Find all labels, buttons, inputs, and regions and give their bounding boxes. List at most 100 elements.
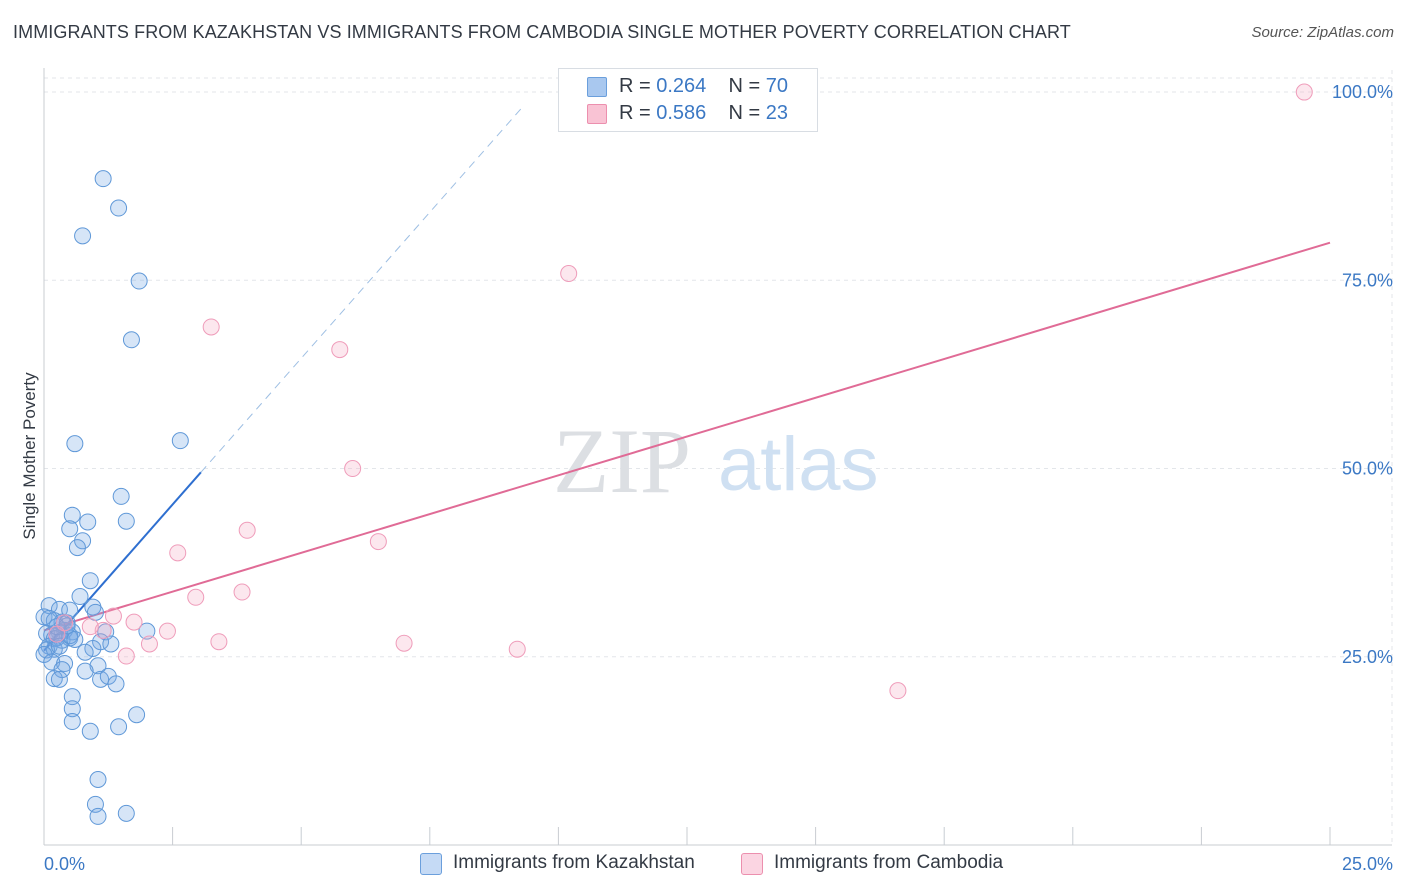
source-credit: Source: ZipAtlas.com	[1251, 24, 1394, 41]
cambodia-point	[238, 521, 256, 539]
kazakhstan-point	[86, 603, 104, 621]
cambodia-point	[104, 607, 122, 625]
kazakhstan-point	[71, 588, 89, 606]
y-tick-label: 25.0%	[1342, 647, 1393, 667]
legend-r-value: 0.586	[656, 102, 707, 124]
cambodia-point	[508, 640, 526, 658]
kazakhstan-point	[128, 706, 146, 724]
kazakhstan-point	[110, 199, 128, 217]
y-tick-label: 50.0%	[1342, 459, 1393, 479]
kazakhstan-point	[63, 713, 81, 731]
cambodia-point	[210, 633, 228, 651]
bottom-legend-label-cambodia: Immigrants from Cambodia	[774, 852, 1004, 873]
kazakhstan-point	[50, 670, 68, 688]
cambodia-point	[233, 583, 251, 601]
cambodia-point	[81, 618, 99, 636]
kazakhstan-point	[89, 770, 107, 788]
cambodia-points	[48, 83, 1313, 700]
legend-r-label: R =	[619, 102, 651, 124]
kazakhstan-point	[89, 807, 107, 825]
kazakhstan-point	[117, 804, 135, 822]
kazakhstan-point	[81, 722, 99, 740]
y-tick-label: 100.0%	[1332, 82, 1393, 102]
legend-n-label: N =	[728, 102, 761, 124]
bottom-legend-swatch-cambodia	[741, 853, 763, 875]
kazakhstan-point	[110, 718, 128, 736]
kazakhstan-point	[40, 597, 58, 615]
kazakhstan-point	[45, 640, 63, 658]
kazakhstan-trend-line	[200, 106, 523, 473]
x-tick-label: 25.0%	[1342, 854, 1393, 874]
gridlines	[44, 70, 1393, 845]
kazakhstan-point	[138, 622, 156, 640]
kazakhstan-point	[63, 688, 81, 706]
legend-r-label: R =	[619, 75, 651, 97]
kazakhstan-point	[94, 170, 112, 188]
kazakhstan-point	[66, 630, 84, 648]
cambodia-point	[1295, 83, 1313, 101]
trend-lines	[43, 106, 1331, 652]
cambodia-trend-line	[43, 241, 1331, 632]
legend-swatch-kazakhstan	[587, 77, 607, 97]
axis-ticks	[43, 827, 1331, 845]
legend-swatch-cambodia	[587, 104, 607, 124]
kazakhstan-point	[66, 435, 84, 453]
cambodia-point	[117, 647, 135, 665]
cambodia-point	[395, 634, 413, 652]
kazakhstan-point	[102, 635, 120, 653]
axes	[43, 68, 1392, 846]
kazakhstan-point	[63, 700, 81, 718]
kazakhstan-point	[117, 512, 135, 530]
cambodia-point	[125, 613, 143, 631]
legend-row-kazakhstan: R = 0.264 N = 70	[559, 73, 817, 100]
correlation-legend: R = 0.264 N = 70 R = 0.586 N = 23	[558, 68, 818, 132]
kazakhstan-point	[122, 331, 140, 349]
watermark: ZIP atlas	[553, 410, 879, 512]
kazakhstan-point	[130, 272, 148, 290]
kazakhstan-point	[74, 532, 92, 550]
kazakhstan-point	[89, 657, 107, 675]
kazakhstan-points	[35, 170, 189, 825]
kazakhstan-point	[84, 639, 102, 657]
legend-n-label: N =	[728, 75, 761, 97]
cambodia-point	[202, 318, 220, 336]
kazakhstan-point	[74, 227, 92, 245]
kazakhstan-point	[79, 513, 97, 531]
legend-text-cambodia: R = 0.586 N = 23	[619, 102, 788, 125]
legend-n-value: 23	[765, 102, 789, 124]
kazakhstan-point	[171, 432, 189, 450]
kazakhstan-point	[81, 572, 99, 590]
y-axis-label: Single Mother Poverty	[20, 372, 39, 540]
cambodia-point	[187, 588, 205, 606]
cambodia-point	[889, 682, 907, 700]
kazakhstan-point	[76, 643, 94, 661]
cambodia-point	[331, 341, 349, 359]
legend-row-cambodia: R = 0.586 N = 23	[559, 100, 817, 127]
chart-title: IMMIGRANTS FROM KAZAKHSTAN VS IMMIGRANTS…	[13, 22, 1071, 42]
legend-r-value: 0.264	[656, 75, 707, 97]
watermark-zip: ZIP	[553, 410, 691, 512]
cambodia-point	[94, 621, 112, 639]
kazakhstan-point	[112, 487, 130, 505]
kazakhstan-point	[76, 662, 94, 680]
cambodia-point	[560, 265, 578, 283]
tick-labels: 25.0% 50.0% 75.0% 100.0% 0.0% 25.0%	[44, 82, 1393, 874]
bottom-legend-label-kazakhstan: Immigrants from Kazakhstan	[453, 852, 695, 873]
kazakhstan-point	[107, 675, 125, 693]
legend-text-kazakhstan: R = 0.264 N = 70	[619, 75, 788, 98]
legend-n-value: 70	[765, 75, 789, 97]
cambodia-point	[169, 544, 187, 562]
bottom-legend-swatch-kazakhstan	[420, 853, 442, 875]
cambodia-point	[344, 460, 362, 478]
x-tick-label: 0.0%	[44, 854, 85, 874]
kazakhstan-point	[45, 670, 63, 688]
kazakhstan-point	[63, 506, 81, 524]
cambodia-point	[158, 622, 176, 640]
cambodia-point	[369, 533, 387, 551]
y-tick-label: 75.0%	[1342, 270, 1393, 290]
kazakhstan-point	[68, 539, 86, 557]
cambodia-point	[56, 614, 74, 632]
cambodia-point	[140, 635, 158, 653]
kazakhstan-point	[61, 520, 79, 538]
